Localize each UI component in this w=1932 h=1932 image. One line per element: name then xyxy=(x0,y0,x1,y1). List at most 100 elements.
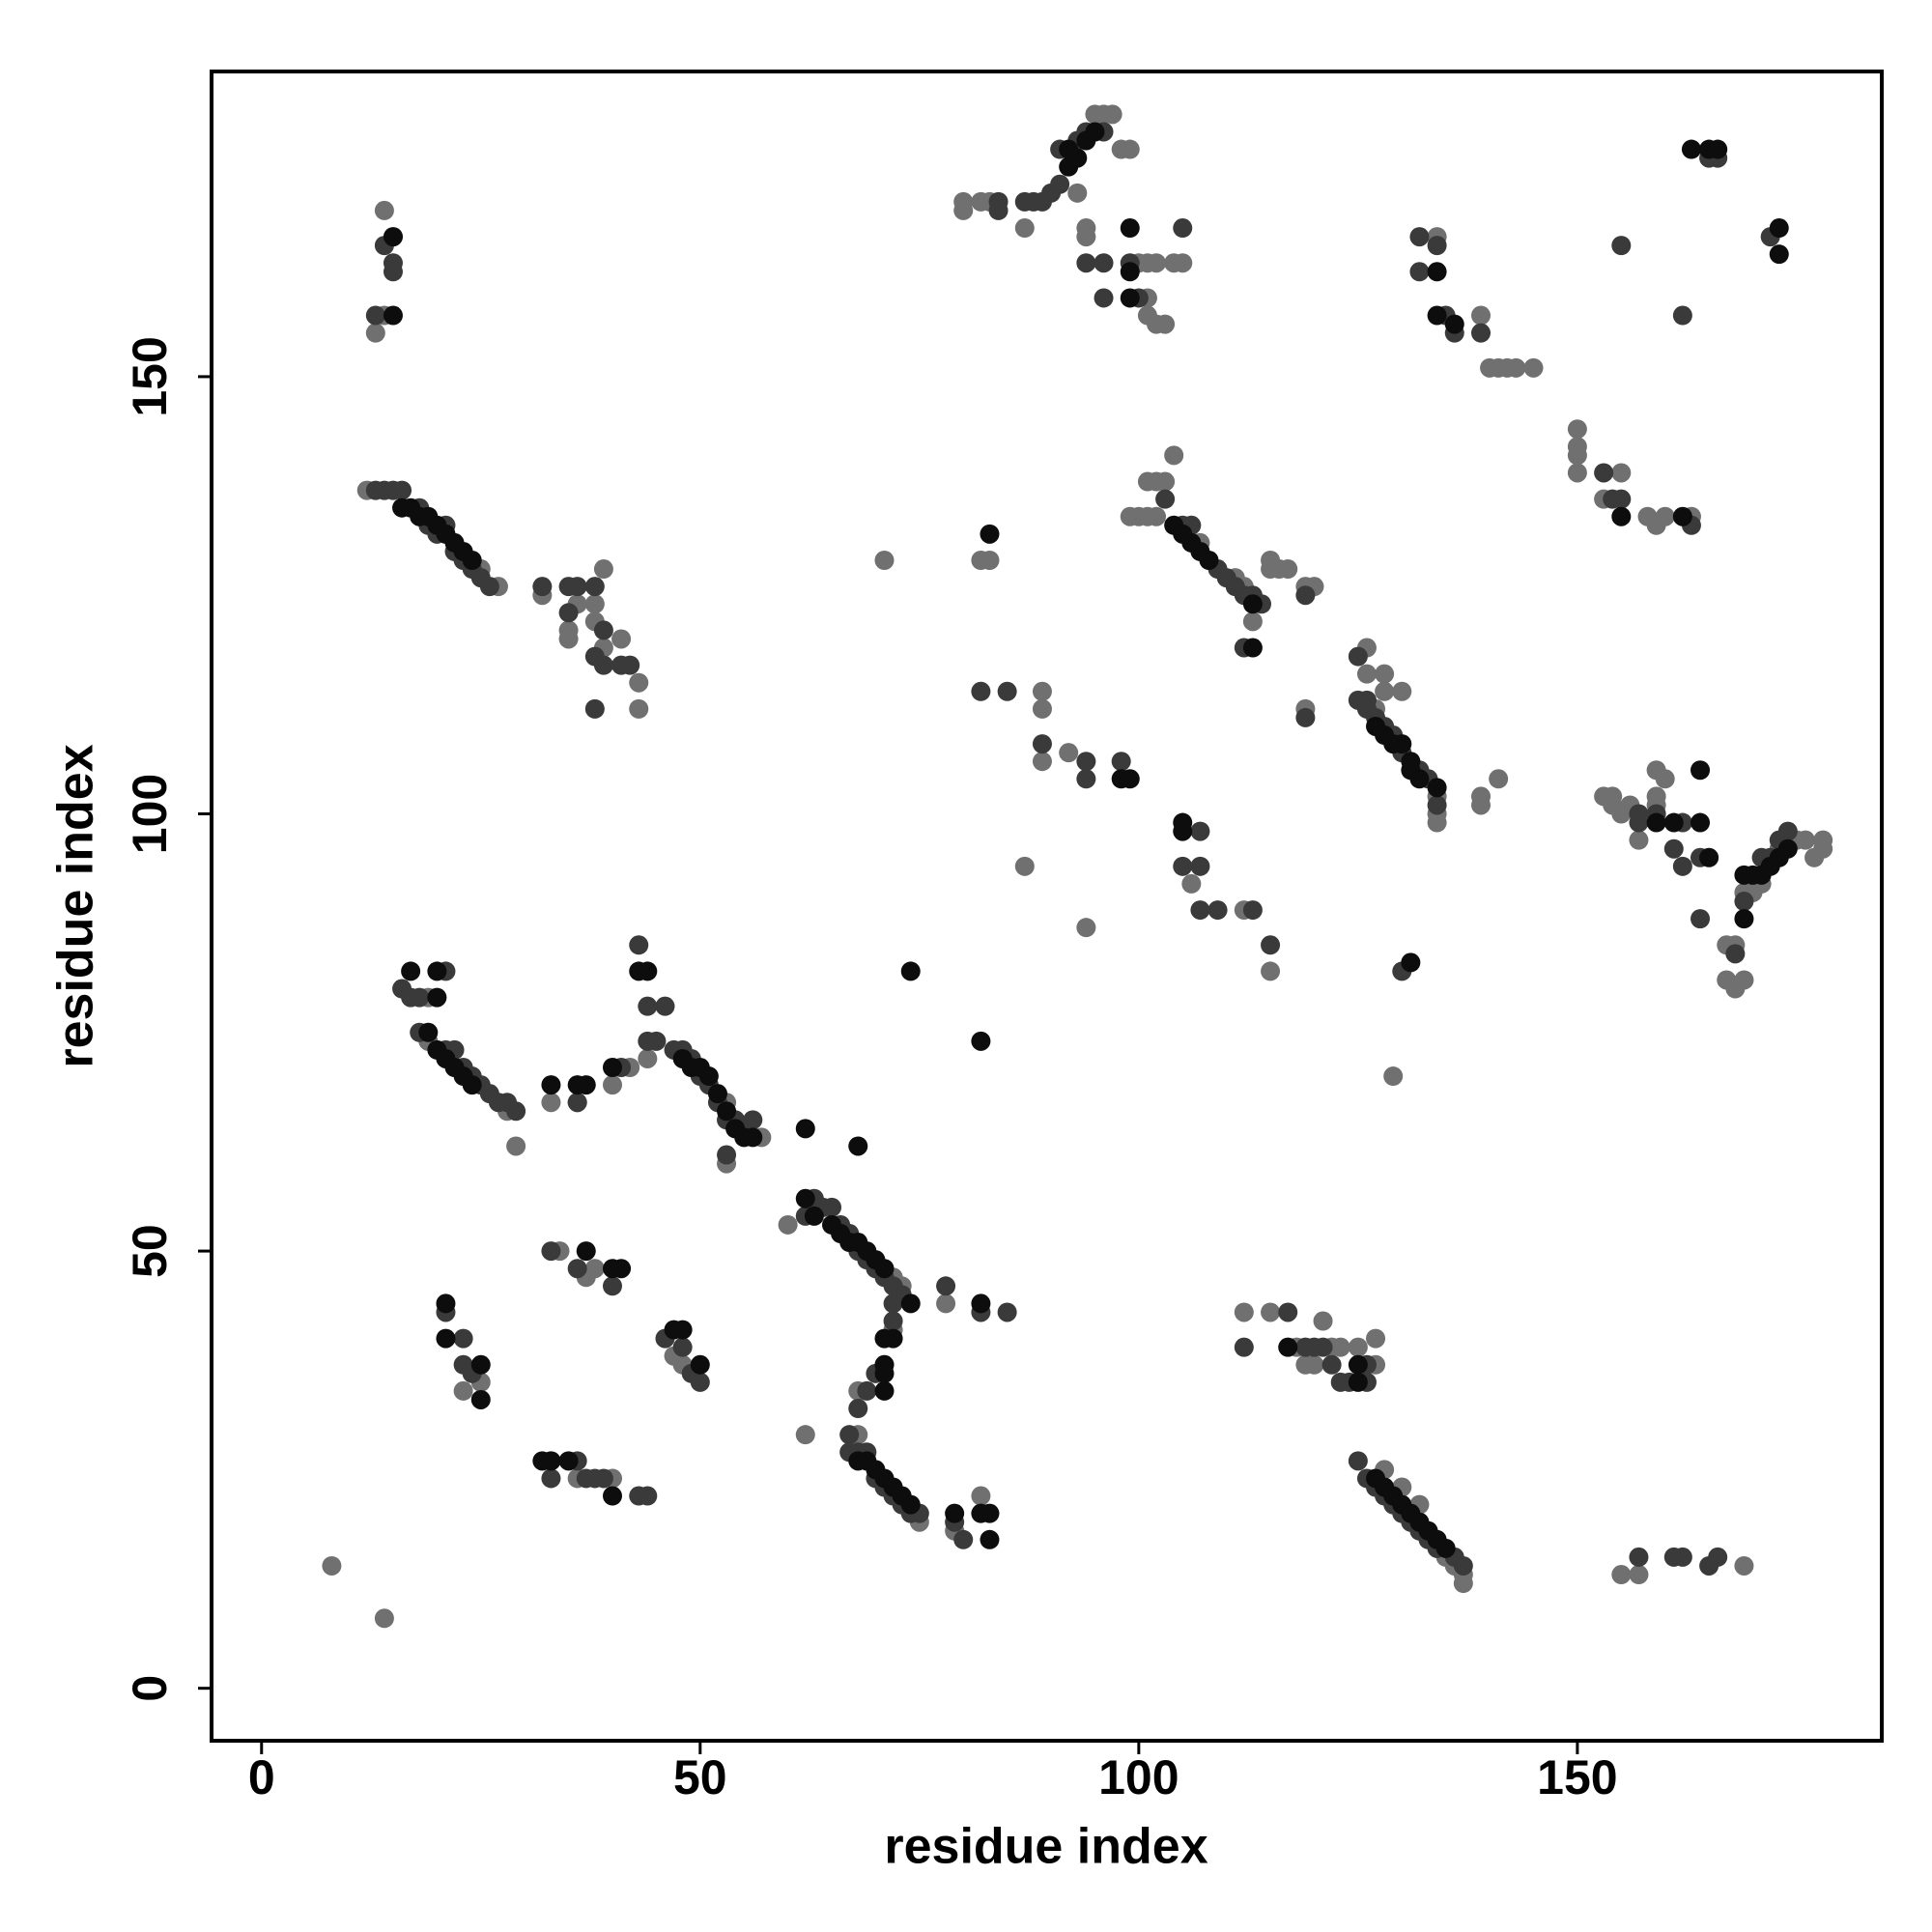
point xyxy=(584,577,605,597)
point xyxy=(953,1529,974,1549)
point xyxy=(1295,707,1316,727)
point xyxy=(717,1145,737,1165)
point xyxy=(1629,830,1649,850)
point xyxy=(971,681,991,701)
point xyxy=(1304,1354,1324,1375)
point xyxy=(470,1389,491,1409)
point xyxy=(558,603,579,623)
point xyxy=(1427,795,1447,815)
point xyxy=(1611,489,1632,509)
point xyxy=(1173,218,1193,239)
point xyxy=(1769,244,1789,265)
point xyxy=(1032,734,1052,754)
point xyxy=(707,1084,727,1104)
point xyxy=(1795,830,1815,850)
point xyxy=(839,1425,860,1445)
point xyxy=(541,1093,561,1113)
point xyxy=(1014,856,1035,876)
point xyxy=(1278,559,1298,580)
point xyxy=(584,594,605,614)
point xyxy=(1672,856,1692,876)
point xyxy=(418,1022,439,1042)
point xyxy=(558,1451,579,1471)
point xyxy=(1435,1538,1456,1558)
point xyxy=(883,1328,903,1349)
point xyxy=(848,1136,868,1156)
point xyxy=(672,1320,693,1340)
point xyxy=(1181,873,1202,894)
x-tick-label: 0 xyxy=(248,1750,275,1804)
point xyxy=(883,1293,903,1314)
point xyxy=(1111,752,1131,772)
point xyxy=(558,629,579,649)
point xyxy=(453,1328,473,1349)
point xyxy=(1120,218,1140,239)
point xyxy=(1076,227,1096,247)
point xyxy=(462,1075,482,1095)
point xyxy=(1067,183,1088,203)
point xyxy=(1076,769,1096,789)
point xyxy=(436,1328,456,1349)
point xyxy=(1348,646,1368,667)
point xyxy=(1120,769,1140,789)
point xyxy=(593,655,613,675)
point xyxy=(567,1259,587,1279)
x-tick-label: 100 xyxy=(1098,1750,1179,1804)
point xyxy=(1032,752,1052,772)
point xyxy=(374,200,394,220)
point xyxy=(1094,253,1114,273)
point xyxy=(1173,856,1193,876)
plot-frame xyxy=(210,70,1884,1743)
point xyxy=(638,961,658,981)
point xyxy=(971,1486,991,1506)
x-tick-label: 150 xyxy=(1537,1750,1617,1804)
point xyxy=(743,1110,763,1130)
point xyxy=(410,987,430,1008)
point xyxy=(1383,1066,1404,1087)
point xyxy=(1059,139,1079,159)
point xyxy=(980,1529,1000,1549)
point xyxy=(1611,506,1632,526)
point xyxy=(874,1380,895,1401)
y-tick-label: 0 xyxy=(123,1675,177,1702)
point xyxy=(997,681,1017,701)
point xyxy=(1594,463,1614,483)
point xyxy=(1076,253,1096,273)
point xyxy=(1330,1337,1350,1357)
point xyxy=(427,961,447,981)
point xyxy=(1734,970,1754,990)
point xyxy=(698,1066,719,1087)
point xyxy=(1769,218,1789,239)
point xyxy=(874,1259,895,1279)
point xyxy=(1611,463,1632,483)
point xyxy=(1777,838,1798,859)
point xyxy=(795,1188,815,1208)
point xyxy=(1242,611,1263,632)
point xyxy=(1199,550,1219,570)
point xyxy=(1655,506,1675,526)
point xyxy=(717,1101,737,1122)
point xyxy=(1261,935,1281,955)
point xyxy=(638,1048,658,1068)
point xyxy=(1777,821,1798,841)
point xyxy=(1699,847,1719,867)
point xyxy=(1375,664,1395,684)
point xyxy=(1190,821,1210,841)
point xyxy=(1427,778,1447,798)
point xyxy=(655,996,675,1016)
point xyxy=(1242,900,1263,921)
point xyxy=(593,1468,613,1489)
point xyxy=(436,1293,456,1314)
point xyxy=(479,577,499,597)
point xyxy=(1506,357,1526,378)
x-tick-label: 50 xyxy=(673,1750,727,1804)
point xyxy=(1409,227,1430,247)
point xyxy=(1366,1328,1386,1349)
point xyxy=(945,1503,965,1523)
point xyxy=(584,1259,605,1279)
point xyxy=(1032,681,1052,701)
point xyxy=(743,1127,763,1148)
point xyxy=(1190,856,1210,876)
